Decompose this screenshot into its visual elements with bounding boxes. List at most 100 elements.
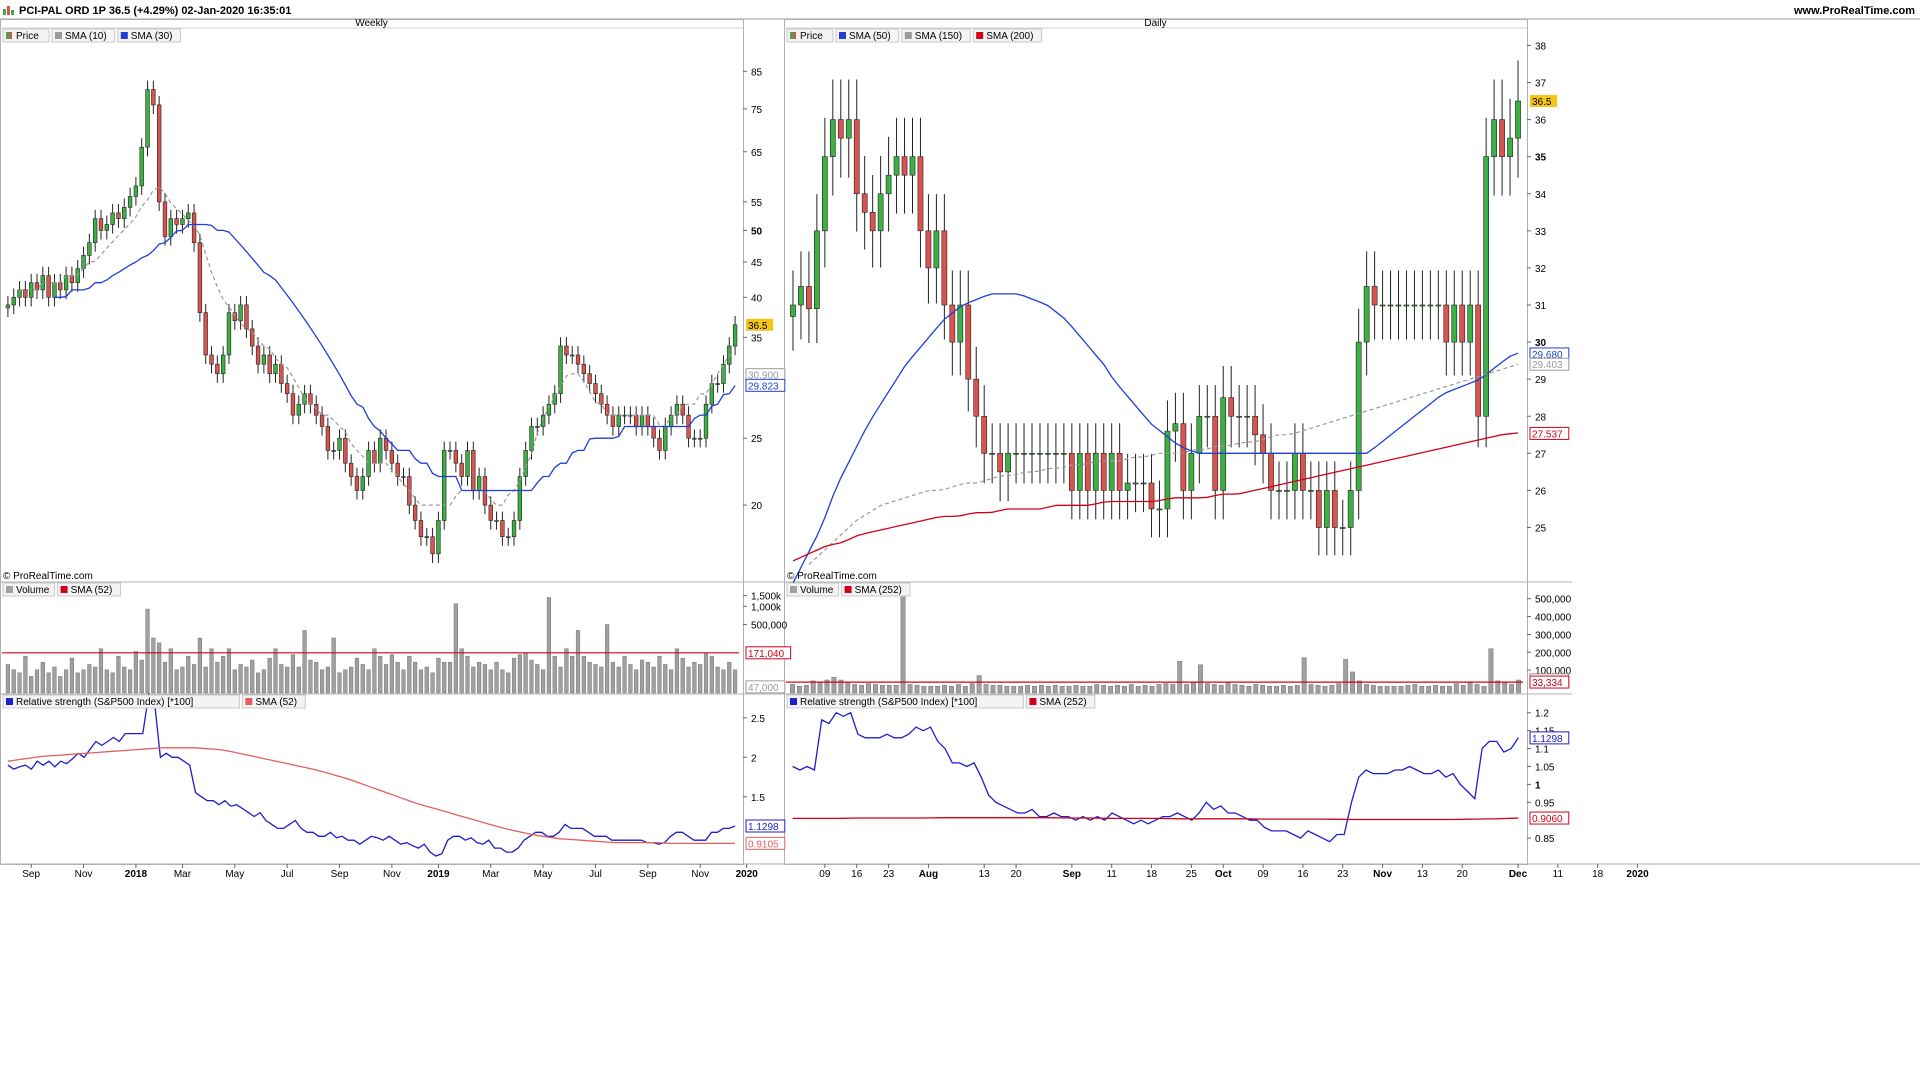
volume-bar [1260, 685, 1266, 694]
value-label: 36.5 [1530, 95, 1558, 108]
legend-swatch [1029, 698, 1037, 705]
candle [822, 156, 828, 232]
candle [1021, 453, 1027, 455]
volume-bar [1336, 683, 1342, 694]
candle [885, 174, 892, 195]
y-tick-label: 55 [751, 198, 763, 209]
legend-swatch [904, 32, 912, 39]
volume-bar [1412, 684, 1418, 694]
candle [453, 450, 459, 464]
volume-bar [389, 654, 394, 694]
volume-bar [151, 637, 156, 694]
volume-bar [34, 669, 40, 694]
candle [564, 345, 569, 356]
volume-bar [1108, 686, 1113, 694]
candle [1475, 304, 1482, 417]
value-label-bg [1529, 811, 1570, 825]
candle [343, 437, 348, 464]
candle [471, 450, 476, 491]
candle [1339, 527, 1346, 529]
value-label-text: 171,040 [748, 649, 785, 660]
volume-bar [447, 661, 453, 694]
volume-bar [401, 669, 406, 694]
volume-bar [267, 657, 272, 694]
volume-bar [1149, 686, 1155, 694]
candle [157, 104, 162, 203]
candle [917, 156, 924, 232]
x-tick-label: Sep [22, 869, 40, 880]
candle [925, 230, 932, 269]
candle [798, 286, 804, 306]
candle [1220, 397, 1227, 491]
y-tick-label: 1.05 [1535, 762, 1555, 773]
volume-bar [983, 684, 989, 694]
logo-bar [11, 10, 14, 15]
volume-bar [517, 654, 522, 694]
candle [325, 426, 331, 451]
legend-label: Price [800, 31, 823, 42]
x-tick-label: 20 [1011, 869, 1023, 880]
value-label: 36.5 [746, 318, 774, 332]
candle [1443, 304, 1450, 343]
value-label: 47,000 [745, 680, 786, 694]
volume-bar [570, 656, 575, 694]
candle [348, 462, 354, 477]
volume-bar [1370, 685, 1376, 694]
daily-volume-legend-item: Volume [786, 582, 840, 597]
volume-bar [395, 661, 400, 694]
candle [442, 450, 447, 521]
candle [575, 354, 581, 365]
candle [1196, 415, 1203, 454]
volume-bar [680, 657, 685, 694]
y-tick-label: 29 [1535, 375, 1547, 386]
volume-bar [1294, 685, 1300, 694]
candle [273, 363, 278, 375]
candle [436, 520, 441, 555]
volume-bar [976, 675, 982, 694]
volume-bar [535, 664, 540, 694]
volume-bar [337, 672, 342, 694]
volume-bar [599, 666, 604, 694]
x-tick-label: Nov [75, 869, 93, 880]
volume-bar [928, 686, 934, 694]
volume-bar [949, 686, 954, 694]
volume-bar [116, 656, 121, 694]
candle [40, 275, 45, 291]
x-tick-label: Sep [1063, 869, 1081, 880]
candle [1467, 304, 1474, 343]
candle [1188, 453, 1195, 491]
value-label: 171,040 [745, 646, 792, 660]
candle [610, 414, 616, 427]
sma50-line [792, 293, 1519, 584]
candle [430, 536, 435, 555]
candle [191, 212, 197, 243]
y-tick-label: 35 [751, 333, 763, 344]
candle [1515, 100, 1521, 139]
volume-bar [40, 661, 45, 694]
candle [1284, 490, 1290, 492]
legend-label: Relative strength (S&P500 Index) [*100] [16, 697, 194, 708]
x-tick-label: Nov [691, 869, 709, 880]
candle [1236, 415, 1243, 418]
candle [674, 403, 680, 416]
volume-bar [997, 685, 1003, 694]
app-logo-icon [3, 6, 14, 15]
candle [401, 476, 406, 478]
volume-bar [669, 669, 674, 694]
volume-bar [238, 664, 243, 694]
volume-bar [546, 597, 551, 694]
volume-bar [628, 664, 633, 694]
candle [1427, 304, 1434, 307]
volume-bar [581, 656, 586, 694]
volume-bar [969, 683, 975, 694]
candle [1371, 286, 1378, 306]
volume-bar [1274, 686, 1279, 694]
legend-label: SMA (30) [131, 31, 173, 42]
value-label-bg [1530, 95, 1558, 108]
candle [314, 403, 319, 416]
x-tick-label: Nov [383, 869, 401, 880]
y-tick-label: 1,000k [751, 602, 782, 613]
candle [1140, 482, 1147, 485]
candle [965, 304, 972, 380]
volume-bar [302, 630, 307, 694]
